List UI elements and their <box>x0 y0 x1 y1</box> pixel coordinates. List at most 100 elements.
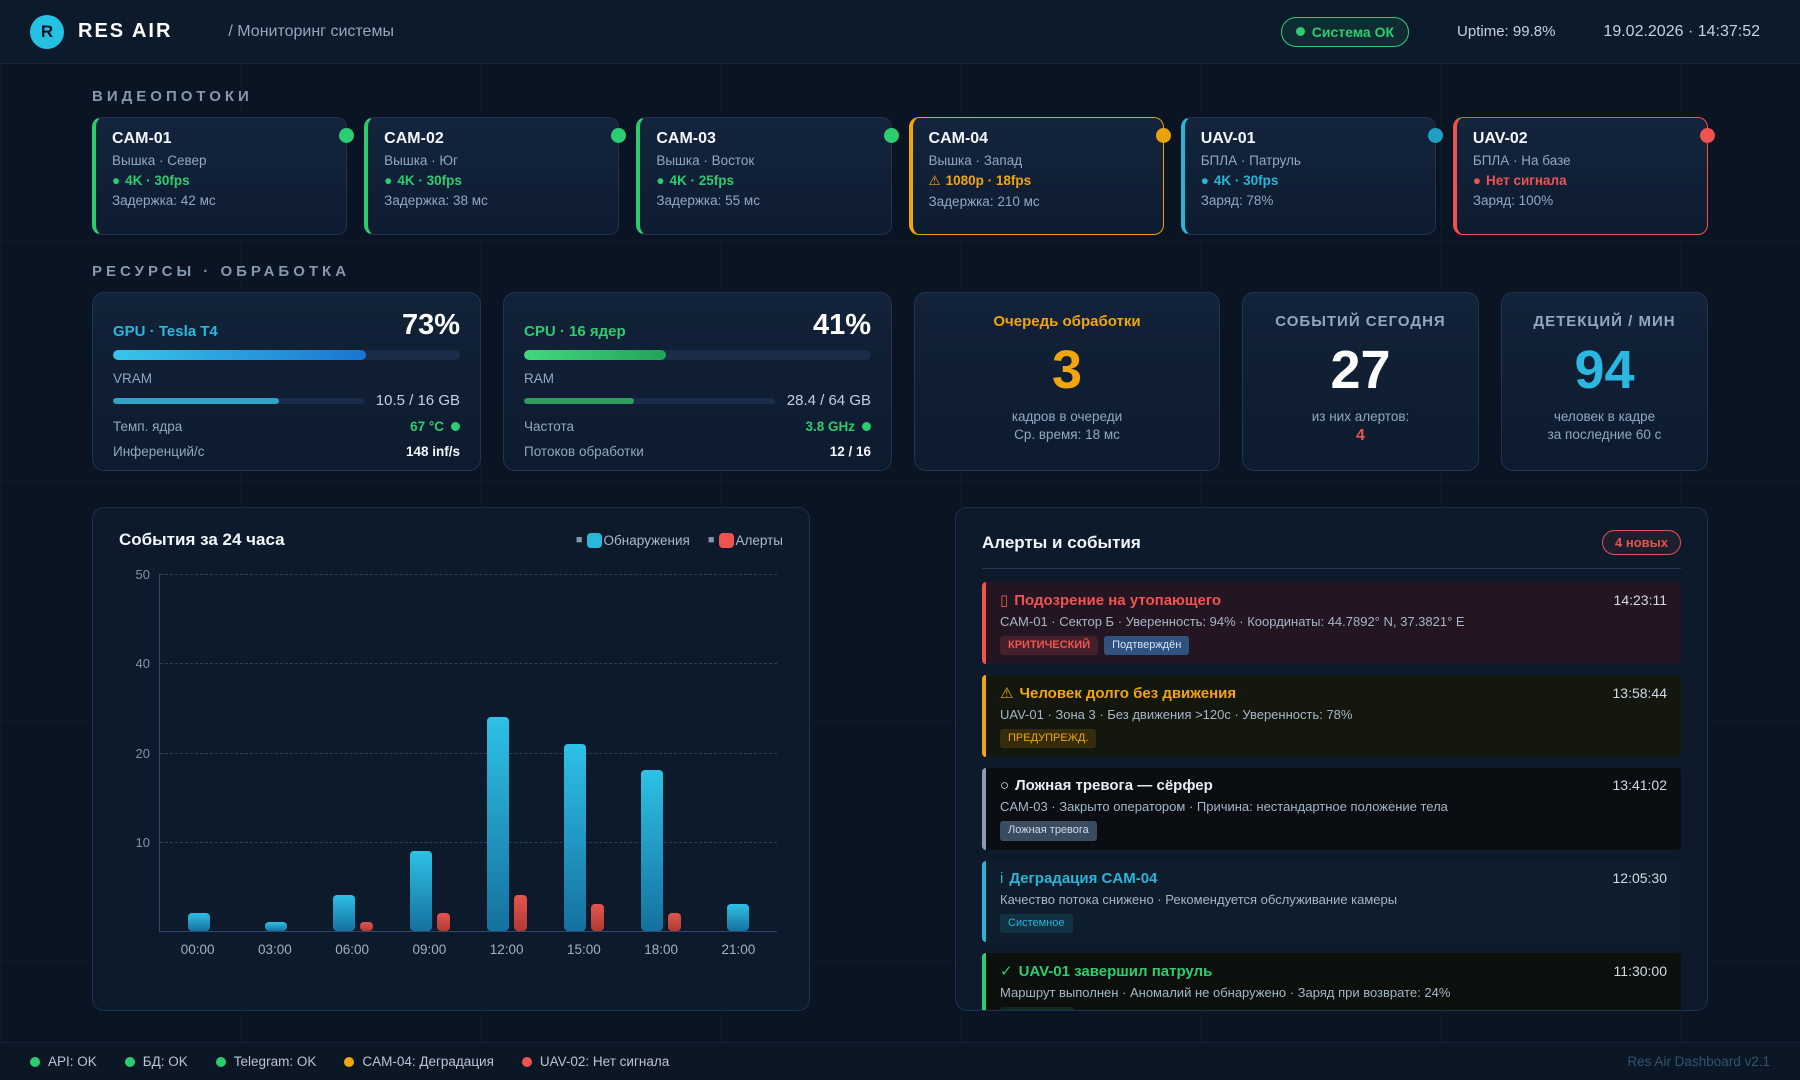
warning-triangle-icon: ⚠ <box>928 173 941 188</box>
threads-label: Потоков обработки <box>524 444 644 459</box>
stream-quality: 4K · 30fps <box>397 173 462 188</box>
alert-item-patrol-complete[interactable]: ✓ UAV-01 завершил патруль 11:30:00 Маршру… <box>982 952 1681 1010</box>
gpu-title: GPU · Tesla T4 <box>113 323 218 340</box>
stream-card-uav-02[interactable]: UAV-02 БПЛА · На базе ● Нет сигнала Заряд… <box>1452 117 1716 235</box>
logo-letter: R <box>40 21 54 41</box>
alert-item-no-movement[interactable]: ⚠ Человек долго без движения 13:58:44 UAV… <box>982 675 1681 758</box>
x-tick: 15:00 <box>566 942 601 957</box>
chart-bars <box>160 574 777 931</box>
chart-x-labels: 00:00 03:00 06:00 09:00 12:00 15:00 18:00 21:00 <box>159 942 777 957</box>
alert-meta: Маршрут выполнен · Аномалий не обнаружен… <box>1000 984 1451 1000</box>
ram-label: RAM <box>524 371 554 386</box>
alert-title: Ложная тревога — сёрфер <box>1015 777 1213 795</box>
stream-card-cam-01[interactable]: CAM-01 Вышка · Север ● 4K · 30fps Задержк… <box>92 117 355 235</box>
stream-status-dot-icon <box>1700 128 1716 143</box>
queue-line1: кадров в очереди <box>1011 408 1123 424</box>
alert-item-false-alarm[interactable]: ○ Ложная тревога — сёрфер 13:41:02 CAM-03… <box>982 768 1681 850</box>
breadcrumb: / Мониторинг системы <box>228 22 394 40</box>
status-ok-dot-icon <box>1295 27 1305 36</box>
detections-bar <box>564 743 587 931</box>
cpu-usage-bar <box>524 350 871 360</box>
stream-name: CAM-03 <box>656 130 716 147</box>
alert-time: 11:30:00 <box>1613 962 1667 979</box>
inference-value: 148 inf/s <box>405 444 460 459</box>
stream-latency: Задержка: 42 мс <box>112 193 216 208</box>
stream-name: CAM-01 <box>112 130 172 147</box>
detections-line2: за последние 60 с <box>1547 426 1662 442</box>
stream-location: Вышка · Запад <box>928 153 1023 168</box>
alerts-bar <box>668 913 682 931</box>
stream-status-dot-icon <box>611 128 627 143</box>
vram-bar <box>113 397 364 404</box>
alerts-bar <box>436 913 450 931</box>
cpu-card: CPU · 16 ядер 41% RAM 28.4 / 64 GB Часто… <box>503 292 892 471</box>
stream-battery: Заряд: 100% <box>1472 193 1554 208</box>
events-today-value: 27 <box>1330 340 1391 400</box>
bottom-row: События за 24 часа ■ Обнаружения ■ Алерт… <box>92 507 1708 1011</box>
stream-cards-row: CAM-01 Вышка · Север ● 4K · 30fps Задержк… <box>92 117 1716 235</box>
events-today-title: СОБЫТИЙ СЕГОДНЯ <box>1275 313 1446 330</box>
system-status-badge: Система ОК <box>1280 16 1410 47</box>
freq-value: 3.8 GHz <box>805 419 855 434</box>
alert-meta: UAV-01 · Зона 3 · Без движения >120с · У… <box>1000 707 1353 723</box>
alert-item-drowning[interactable]: ▯ Подозрение на утопающего 14:23:11 CAM-0… <box>982 582 1681 665</box>
false-alarm-tag: Ложная тревога <box>1000 821 1097 841</box>
events-today-line1: из них алертов: <box>1311 408 1410 424</box>
x-tick: 21:00 <box>721 942 756 957</box>
stream-card-uav-01[interactable]: UAV-01 БПЛА · Патруль ● 4K · 30fps Заряд:… <box>1180 117 1443 235</box>
x-tick: 09:00 <box>412 942 447 957</box>
gpu-usage-fill <box>113 350 367 360</box>
detections-title: ДЕТЕКЦИЙ / МИН <box>1533 313 1676 330</box>
alert-meta: CAM-03 · Закрыто оператором · Причина: н… <box>1000 799 1448 815</box>
vram-value: 10.5 / 16 GB <box>375 392 460 409</box>
bar-group <box>700 574 777 931</box>
chart-plot: 50 40 20 10 <box>136 567 777 932</box>
system-status-label: Система ОК <box>1311 23 1395 40</box>
detections-bar <box>409 850 432 931</box>
bar-group <box>623 574 700 931</box>
info-icon: i <box>1000 869 1004 887</box>
stream-card-cam-03[interactable]: CAM-03 Вышка · Восток ● 4K · 25fps Задерж… <box>636 117 899 235</box>
threads-value: 12 / 16 <box>829 444 871 459</box>
alerts-title: Алерты и события <box>982 532 1141 552</box>
x-tick: 06:00 <box>335 942 370 957</box>
app-version: Res Air Dashboard v2.1 <box>1627 1054 1770 1069</box>
cpu-usage-percent: 41% <box>812 309 871 341</box>
alert-time: 13:58:44 <box>1612 685 1668 702</box>
gpu-temp-label: Темп. ядра <box>113 419 183 434</box>
queue-value: 3 <box>1051 340 1083 400</box>
datetime-label: 19.02.2026 · 14:37:52 <box>1603 22 1760 40</box>
alert-title: Подозрение на утопающего <box>1014 592 1222 609</box>
bar-group <box>546 574 623 931</box>
detections-bar <box>487 716 510 931</box>
alerts-swatch-icon <box>718 532 734 548</box>
x-tick: 03:00 <box>257 942 292 957</box>
inference-label: Инференций/с <box>113 444 205 459</box>
bar-group <box>314 574 391 931</box>
stream-quality-dot-icon: ● <box>656 173 665 188</box>
footer-status-telegram: Telegram: OK <box>215 1054 316 1069</box>
stream-card-cam-04[interactable]: CAM-04 Вышка · Запад ⚠ 1080p · 18fps Заде… <box>908 117 1171 235</box>
stream-quality: 1080p · 18fps <box>945 173 1032 188</box>
warning-triangle-icon: ⚠ <box>1000 685 1014 703</box>
alert-meta: Качество потока снижено · Рекомендуется … <box>1000 891 1398 907</box>
queue-line2: Ср. время: 18 мс <box>1014 426 1120 442</box>
uptime-label: Uptime: 99.8% <box>1457 23 1556 40</box>
y-tick: 20 <box>135 745 150 761</box>
events-today-card: СОБЫТИЙ СЕГОДНЯ 27 из них алертов: 4 <box>1242 292 1479 471</box>
alert-title: UAV-01 завершил патруль <box>1018 962 1213 980</box>
alert-item-degradation[interactable]: i Деградация CAM-04 12:05:30 Качество пот… <box>982 860 1681 942</box>
alert-time: 12:05:30 <box>1612 869 1668 886</box>
legend-label: Алерты <box>735 532 784 548</box>
legend-item-alerts[interactable]: ■ Алерты <box>708 532 784 548</box>
ok-dot-icon <box>215 1056 226 1067</box>
stream-location: БПЛА · На базе <box>1472 153 1571 168</box>
legend-item-detections[interactable]: ■ Обнаружения <box>576 532 690 548</box>
vram-fill <box>113 397 279 404</box>
circle-icon: ○ <box>1000 777 1010 795</box>
detections-card: ДЕТЕКЦИЙ / МИН 94 человек в кадре за пос… <box>1501 292 1708 471</box>
stream-latency: Задержка: 38 мс <box>384 193 488 208</box>
bar-group <box>469 574 546 931</box>
stream-card-cam-02[interactable]: CAM-02 Вышка · Юг ● 4K · 30fps Задержка: … <box>364 117 627 235</box>
